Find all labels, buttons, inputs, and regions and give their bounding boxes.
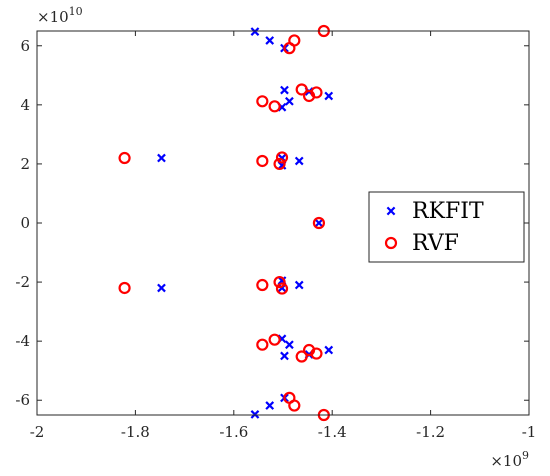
rkfit-point-stroke <box>157 283 166 293</box>
x-multiplier-base: ×10 <box>490 452 522 470</box>
x-tick-label: -2 <box>30 423 45 441</box>
rkfit-point-stroke <box>280 351 289 361</box>
x-tick-label: -1.2 <box>416 423 445 441</box>
rkfit-point <box>285 96 294 106</box>
rkfit-point <box>157 283 166 293</box>
rkfit-point-stroke <box>314 218 324 228</box>
series-rvf <box>118 24 330 422</box>
rkfit-point-stroke <box>250 27 260 36</box>
rkfit-point <box>250 410 260 419</box>
rkfit-point-stroke <box>250 410 260 419</box>
rvf-point <box>273 275 286 289</box>
rkfit-point <box>324 345 334 355</box>
rkfit-point-stroke <box>285 96 294 106</box>
rvf-point <box>268 100 281 113</box>
rvf-point <box>275 282 289 295</box>
y-tick-label: -6 <box>15 391 30 409</box>
x-multiplier-exp: 9 <box>522 449 529 462</box>
rkfit-point <box>280 85 289 95</box>
rvf-point <box>295 83 308 96</box>
legend-rkfit-marker <box>386 206 396 216</box>
axis-ticks: -2 -1.8 -1.6 -1.4 -1.2 -1 -6 -4 -2 0 2 4 6 <box>15 31 536 441</box>
rkfit-point <box>294 156 304 166</box>
y-multiplier-base: ×10 <box>37 8 69 26</box>
rkfit-point <box>250 27 260 36</box>
y-tick-label: 6 <box>20 37 30 55</box>
rkfit-point-stroke <box>265 401 275 410</box>
rvf-point <box>256 278 269 292</box>
legend: RKFIT RVF <box>368 191 525 263</box>
rkfit-point-stroke <box>265 36 275 45</box>
y-tick-label: 2 <box>20 155 30 173</box>
y-multiplier-label: ×1010 <box>37 5 83 26</box>
rkfit-point <box>324 91 334 101</box>
y-tick-label: -4 <box>15 332 30 350</box>
rvf-point <box>310 86 323 99</box>
x-tick-label: -1 <box>522 423 537 441</box>
rkfit-point <box>285 340 294 350</box>
rkfit-point-stroke <box>157 153 166 163</box>
rvf-point <box>275 151 289 164</box>
rkfit-point <box>314 218 324 228</box>
rkfit-point-stroke <box>285 340 294 350</box>
rkfit-point-stroke <box>324 345 334 355</box>
rvf-point <box>256 154 269 168</box>
rkfit-point <box>294 280 304 290</box>
rvf-point <box>268 333 281 346</box>
rvf-point <box>295 350 308 363</box>
rvf-point <box>256 95 269 108</box>
rvf-point <box>283 391 296 404</box>
y-tick-label: 4 <box>20 96 30 114</box>
y-tick-label: 0 <box>20 214 30 232</box>
y-tick-label: -2 <box>15 273 30 291</box>
rvf-point <box>118 281 131 295</box>
legend-box <box>368 191 525 263</box>
legend-rkfit-symbol <box>386 206 396 216</box>
legend-rvf-label: RVF <box>412 231 459 256</box>
rvf-point <box>256 338 269 351</box>
x-tick-label: -1.6 <box>219 423 248 441</box>
rkfit-point <box>280 351 289 361</box>
legend-rvf-marker <box>384 236 398 250</box>
legend-rvf-symbol <box>384 236 398 250</box>
plot-frame <box>36 30 530 416</box>
x-multiplier-label: ×109 <box>490 449 529 470</box>
legend-rkfit-label: RKFIT <box>412 199 484 224</box>
rkfit-point-stroke <box>280 85 289 95</box>
rvf-point <box>118 151 131 165</box>
rkfit-point <box>157 153 166 163</box>
rvf-point <box>312 216 326 230</box>
x-tick-label: -1.8 <box>121 423 150 441</box>
data-marks <box>118 24 334 422</box>
rvf-point <box>273 157 286 171</box>
rkfit-point <box>265 401 275 410</box>
y-multiplier-exp: 10 <box>69 5 83 18</box>
x-tick-label: -1.4 <box>318 423 347 441</box>
rvf-point <box>283 42 296 55</box>
rkfit-point-stroke <box>324 91 334 101</box>
rvf-point <box>310 347 323 360</box>
rkfit-point <box>265 36 275 45</box>
rkfit-point-stroke <box>294 280 304 290</box>
legend-rkfit-symbol-stroke <box>386 206 396 216</box>
rkfit-point-stroke <box>294 156 304 166</box>
